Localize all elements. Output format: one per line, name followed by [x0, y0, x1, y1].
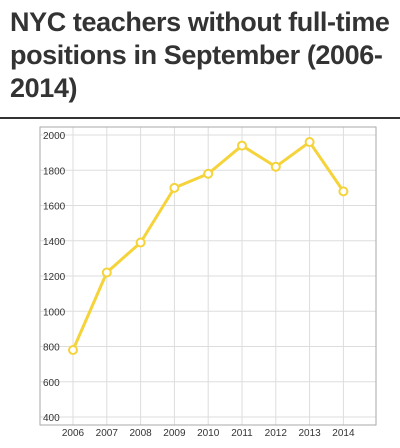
plot-frame: [39, 126, 377, 426]
data-point: [237, 140, 247, 151]
data-point: [169, 182, 180, 193]
x-axis-ticks: 2006 2007 2008 2009 2010 2011 2012 2013 2014: [62, 428, 355, 439]
x-tick-label: 2010: [197, 428, 220, 439]
data-point: [101, 267, 112, 278]
data-point: [304, 137, 315, 148]
x-tick-label: 2012: [265, 428, 288, 439]
x-tick-label: 2009: [163, 428, 186, 439]
y-tick-label: 400: [43, 413, 60, 424]
x-tick-label: 2013: [298, 428, 321, 439]
x-tick-label: 2007: [96, 428, 119, 439]
grid: [40, 127, 376, 425]
y-tick-label: 1200: [43, 272, 66, 283]
y-tick-label: 1600: [43, 202, 66, 213]
y-tick-label: 600: [43, 378, 60, 389]
data-point: [68, 345, 78, 356]
y-tick-label: 1000: [43, 307, 66, 318]
y-tick-label: 1800: [43, 166, 66, 177]
y-tick-label: 2000: [43, 131, 66, 142]
y-axis-ticks: 2000 1800 1600 1400 1200 1000 800 600 400: [43, 131, 66, 424]
y-tick-label: 1400: [43, 237, 66, 248]
x-tick-label: 2006: [62, 428, 85, 439]
data-point: [203, 168, 214, 179]
x-tick-label: 2011: [231, 428, 253, 439]
data-point: [270, 161, 281, 172]
data-point: [338, 186, 349, 197]
x-tick-label: 2014: [332, 428, 355, 439]
chart-title: NYC teachers without full-time positions…: [10, 7, 390, 103]
x-tick-label: 2008: [129, 428, 152, 439]
data-point: [135, 237, 146, 248]
y-tick-label: 800: [43, 343, 60, 354]
series: [68, 137, 349, 356]
title-divider: [0, 117, 400, 119]
